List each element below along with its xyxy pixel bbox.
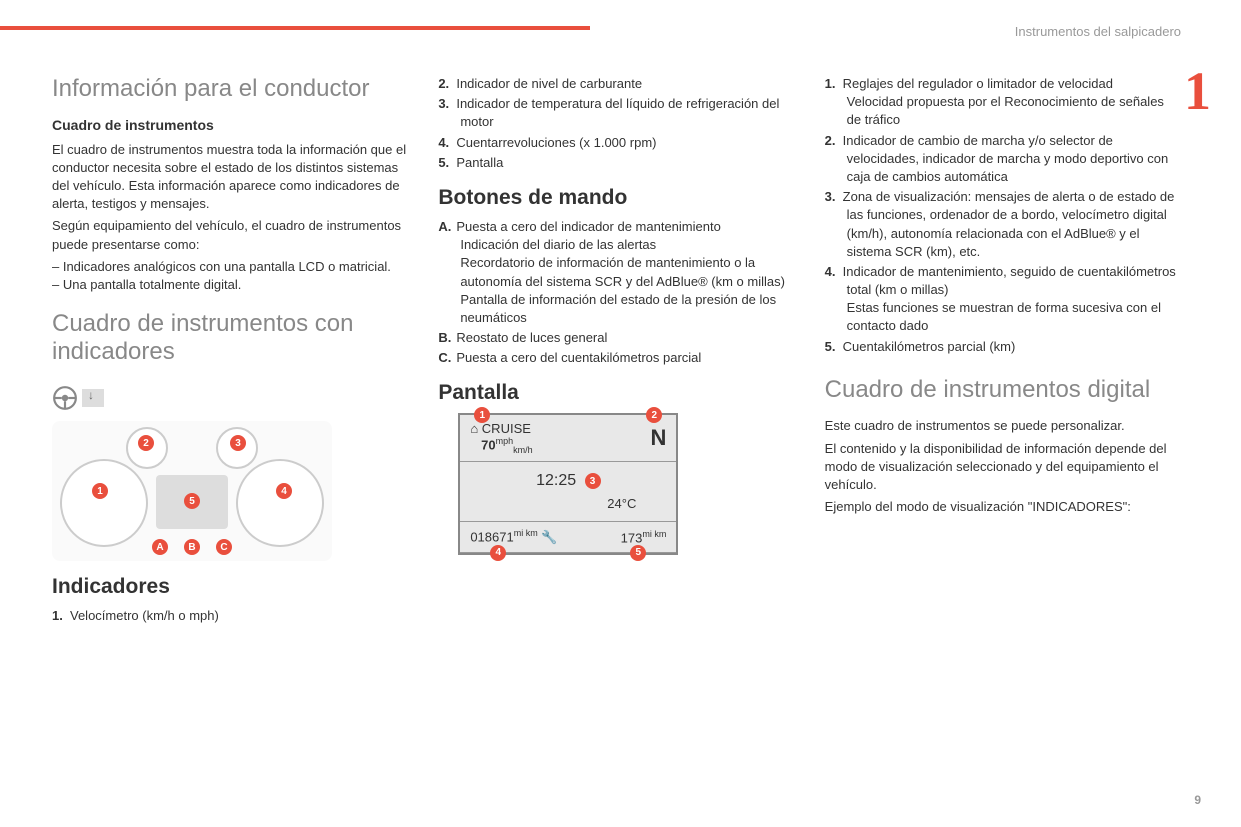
trip-value: 173 — [621, 530, 643, 545]
li-2: 2.Indicador de nivel de carburante — [438, 75, 794, 93]
li-4-text: Cuentarrevoluciones (x 1.000 rpm) — [456, 135, 656, 150]
c3-p1: Este cuadro de instrumentos se puede per… — [825, 417, 1181, 435]
heading-display: Pantalla — [438, 381, 794, 405]
odo-block: 018671mi km 🔧 — [470, 528, 557, 545]
heading-control-buttons: Botones de mando — [438, 186, 794, 210]
trip-unit: mi km — [642, 529, 666, 539]
li-A-sub3: Pantalla de información del estado de la… — [460, 291, 794, 327]
display-diagram: 1 2 ⌂ CRUISE 70mphkm/h N 12:25 3 24°C 01… — [458, 413, 678, 554]
content-columns: Información para el conductor Cuadro de … — [52, 75, 1181, 627]
c3-li-4: 4.Indicador de mantenimiento, seguido de… — [825, 263, 1181, 336]
marker-C: C — [216, 539, 232, 555]
heading-cluster-indicators: Cuadro de instrumentos con indicadores — [52, 310, 408, 365]
list-indicators-2: 2.Indicador de nivel de carburante 3.Ind… — [438, 75, 794, 172]
steering-wheel-icon — [52, 385, 104, 411]
column-1: Información para el conductor Cuadro de … — [52, 75, 408, 627]
chapter-number: 1 — [1184, 60, 1211, 122]
para-intro: El cuadro de instrumentos muestra toda l… — [52, 141, 408, 214]
li-A-sub2: Recordatorio de información de mantenimi… — [460, 254, 794, 290]
gauge-left — [60, 459, 148, 547]
heading-indicators: Indicadores — [52, 575, 408, 599]
time-value: 12:25 — [536, 472, 576, 489]
display-row-top: ⌂ CRUISE 70mphkm/h N — [460, 415, 676, 462]
column-3: 1.Reglajes del regulador o limitador de … — [825, 75, 1181, 627]
c3-p3: Ejemplo del modo de visualización "INDIC… — [825, 498, 1181, 516]
cruise-block: ⌂ CRUISE 70mphkm/h — [470, 421, 532, 455]
li-C: C.Puesta a cero del cuentakilómetros par… — [438, 349, 794, 367]
marker-B: B — [184, 539, 200, 555]
disp-marker-4: 4 — [490, 545, 506, 561]
unit-kmh: km/h — [513, 445, 533, 455]
gauge-right — [236, 459, 324, 547]
c3-li-1-sub: Velocidad propuesta por el Reconocimient… — [847, 93, 1181, 129]
li-B: B.Reostato de luces general — [438, 329, 794, 347]
unit-mph: mph — [496, 436, 514, 446]
li-3: 3.Indicador de temperatura del líquido d… — [438, 95, 794, 131]
li-5-text: Pantalla — [456, 155, 503, 170]
c3-p2: El contenido y la disponibilidad de info… — [825, 440, 1181, 495]
dash-list: – Indicadores analógicos con una pantall… — [52, 258, 408, 294]
instrument-cluster-diagram: 1 2 3 4 5 A B C — [52, 421, 332, 561]
page-number: 9 — [1194, 793, 1201, 807]
dash-item-1: – Indicadores analógicos con una pantall… — [52, 258, 408, 276]
marker-A: A — [152, 539, 168, 555]
c3-li-1: 1.Reglajes del regulador o limitador de … — [825, 75, 1181, 130]
gear-value: N — [650, 425, 666, 451]
c3-li-5: 5.Cuentakilómetros parcial (km) — [825, 338, 1181, 356]
column-2: 2.Indicador de nivel de carburante 3.Ind… — [438, 75, 794, 627]
li-2-text: Indicador de nivel de carburante — [456, 76, 642, 91]
speed-value: 70 — [481, 438, 495, 453]
li-A-sub1: Indicación del diario de las alertas — [460, 236, 794, 254]
list-indicators-1: 1.Velocímetro (km/h o mph) — [52, 607, 408, 625]
li-1: 1.Velocímetro (km/h o mph) — [52, 607, 408, 625]
display-row-mid: 12:25 3 24°C — [460, 462, 676, 522]
odo-value: 018671 — [470, 530, 513, 545]
li-1-text: Velocímetro (km/h o mph) — [70, 608, 219, 623]
c3-li-4-sub: Estas funciones se muestran de forma suc… — [847, 299, 1181, 335]
c3-li-5-text: Cuentakilómetros parcial (km) — [843, 339, 1016, 354]
para-equipment: Según equipamiento del vehículo, el cuad… — [52, 217, 408, 253]
c3-li-2: 2.Indicador de cambio de marcha y/o sele… — [825, 132, 1181, 187]
c3-li-3-text: Zona de visualización: mensajes de alert… — [843, 189, 1175, 259]
list-buttons: A.Puesta a cero del indicador de manteni… — [438, 218, 794, 368]
c3-li-1-text: Reglajes del regulador o limitador de ve… — [843, 76, 1113, 91]
header-section: Instrumentos del salpicadero — [1015, 24, 1181, 39]
trip-block: 173mi km — [621, 529, 667, 545]
c3-li-2-text: Indicador de cambio de marcha y/o select… — [843, 133, 1169, 184]
arrow-down-icon — [82, 389, 104, 407]
li-A-text: Puesta a cero del indicador de mantenimi… — [456, 219, 721, 234]
subheading-instruments: Cuadro de instrumentos — [52, 117, 408, 133]
cruise-label: CRUISE — [482, 421, 531, 436]
li-5: 5.Pantalla — [438, 154, 794, 172]
disp-marker-5: 5 — [630, 545, 646, 561]
heading-digital-cluster: Cuadro de instrumentos digital — [825, 376, 1181, 404]
li-B-text: Reostato de luces general — [456, 330, 607, 345]
odo-unit: mi km — [514, 528, 538, 538]
top-red-bar — [0, 26, 590, 30]
dash-item-2: – Una pantalla totalmente digital. — [52, 276, 408, 294]
li-3-text: Indicador de temperatura del líquido de … — [456, 96, 779, 129]
li-C-text: Puesta a cero del cuentakilómetros parci… — [456, 350, 701, 365]
list-display-items: 1.Reglajes del regulador o limitador de … — [825, 75, 1181, 356]
disp-marker-3: 3 — [585, 473, 601, 489]
temp-value: 24°C — [470, 496, 666, 511]
li-4: 4.Cuentarrevoluciones (x 1.000 rpm) — [438, 134, 794, 152]
c3-li-4-text: Indicador de mantenimiento, seguido de c… — [843, 264, 1176, 297]
c3-li-3: 3.Zona de visualización: mensajes de ale… — [825, 188, 1181, 261]
li-A: A.Puesta a cero del indicador de manteni… — [438, 218, 794, 327]
heading-driver-info: Información para el conductor — [52, 75, 408, 103]
